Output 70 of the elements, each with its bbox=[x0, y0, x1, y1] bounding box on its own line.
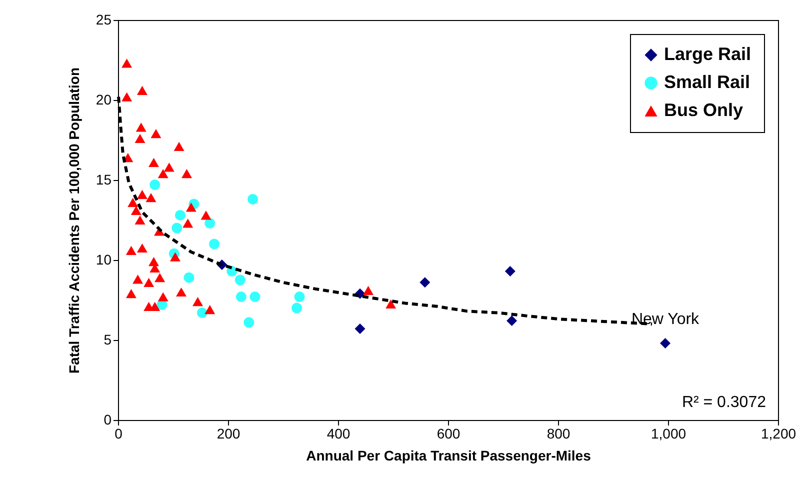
point bbox=[250, 292, 260, 302]
point bbox=[122, 92, 132, 102]
point bbox=[126, 246, 136, 255]
point bbox=[248, 194, 258, 204]
point bbox=[420, 277, 430, 288]
point bbox=[294, 292, 305, 302]
y-tick-label: 25 bbox=[96, 12, 112, 28]
point bbox=[204, 305, 216, 314]
point bbox=[150, 180, 160, 190]
point bbox=[204, 218, 216, 228]
point bbox=[170, 252, 180, 262]
point bbox=[196, 308, 208, 318]
x-tick-label: 0 bbox=[114, 426, 123, 442]
point bbox=[186, 202, 196, 212]
point bbox=[236, 292, 246, 302]
point bbox=[148, 158, 159, 167]
point bbox=[132, 274, 144, 284]
point bbox=[136, 86, 148, 95]
x-tick-label: 1,000 bbox=[650, 426, 686, 442]
annotation: R² = 0.3072 bbox=[682, 394, 766, 411]
point bbox=[184, 272, 194, 283]
x-tick-label: 400 bbox=[326, 426, 350, 442]
point bbox=[146, 193, 156, 202]
point bbox=[164, 162, 174, 172]
point bbox=[176, 287, 186, 297]
y-tick-label: 10 bbox=[96, 252, 112, 268]
point bbox=[192, 297, 203, 306]
legend-label: Bus Only bbox=[664, 100, 744, 120]
point bbox=[244, 317, 254, 328]
point bbox=[130, 206, 142, 215]
point bbox=[126, 289, 136, 298]
point bbox=[150, 129, 162, 138]
x-tick-label: 1,200 bbox=[760, 426, 796, 442]
point bbox=[363, 286, 374, 295]
point bbox=[234, 274, 246, 286]
y-tick-label: 20 bbox=[96, 92, 112, 108]
point bbox=[154, 273, 166, 282]
x-tick-label: 600 bbox=[436, 426, 460, 442]
point bbox=[158, 169, 168, 178]
point bbox=[172, 222, 182, 234]
point bbox=[128, 198, 138, 207]
point bbox=[136, 190, 148, 199]
point bbox=[182, 169, 192, 178]
point bbox=[122, 58, 132, 68]
legend-label: Large Rail bbox=[664, 44, 752, 64]
point bbox=[174, 142, 184, 151]
legend-label: Small Rail bbox=[664, 72, 750, 92]
x-tick-label: 200 bbox=[216, 426, 240, 442]
point bbox=[136, 122, 146, 132]
point bbox=[504, 266, 516, 276]
x-axis-title: Annual Per Capita Transit Passenger-Miles bbox=[306, 448, 592, 464]
point bbox=[134, 215, 146, 225]
point bbox=[144, 278, 154, 287]
y-tick-label: 15 bbox=[96, 172, 112, 188]
point bbox=[209, 238, 220, 250]
point bbox=[136, 243, 148, 253]
point bbox=[174, 210, 186, 220]
y-axis-title: Fatal Traffic Accidents Per 100,000 Population bbox=[66, 67, 82, 374]
y-tick-label: 5 bbox=[104, 332, 112, 348]
point bbox=[354, 324, 366, 334]
point bbox=[506, 316, 518, 326]
point bbox=[158, 292, 168, 302]
point bbox=[200, 210, 212, 220]
point bbox=[182, 218, 194, 228]
point bbox=[292, 302, 302, 314]
point bbox=[660, 338, 670, 348]
point bbox=[134, 134, 146, 143]
x-tick-label: 800 bbox=[546, 426, 570, 442]
y-tick-label: 0 bbox=[104, 412, 112, 428]
point bbox=[386, 299, 396, 309]
